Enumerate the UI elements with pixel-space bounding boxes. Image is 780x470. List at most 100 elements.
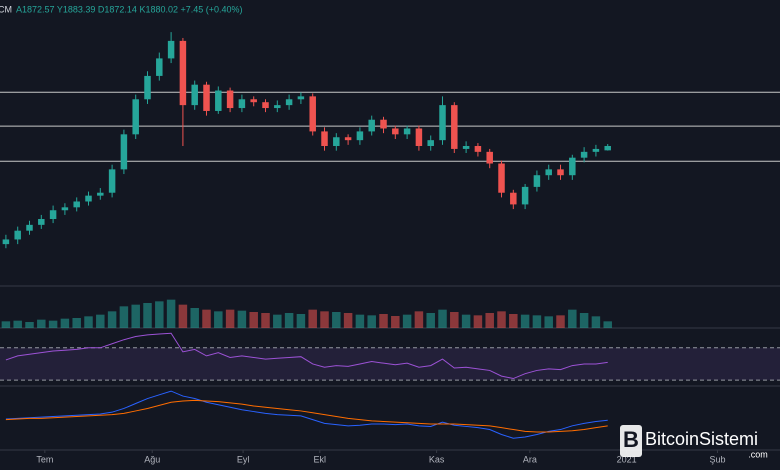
x-tick-label: Eyl: [237, 454, 250, 464]
candle-body: [274, 105, 281, 109]
candle-body: [144, 75, 151, 100]
candle-body: [462, 146, 470, 149]
volume-bar: [261, 313, 270, 328]
candle-body: [38, 219, 45, 225]
volume-bar: [461, 314, 471, 328]
x-tick-label: Tem: [36, 454, 53, 464]
volume-bar: [273, 314, 282, 328]
volume-bar: [532, 315, 542, 328]
volume-bar: [1, 321, 11, 328]
candle-body: [321, 131, 328, 147]
volume-bar: [379, 314, 388, 328]
volume-bar: [143, 303, 152, 328]
volume-bar: [438, 309, 447, 328]
candle-body: [403, 128, 411, 135]
watermark-sub: .com: [748, 449, 768, 459]
volume-bar: [473, 315, 483, 328]
volume-bar: [367, 315, 376, 328]
volume-bar: [414, 311, 424, 328]
candle-body: [191, 84, 198, 106]
volume-bar: [402, 314, 412, 328]
x-tick-label: Ekl: [314, 454, 327, 464]
volume-bar: [426, 313, 435, 328]
candle-body: [215, 90, 222, 111]
volume-bar: [72, 318, 81, 328]
candle-body: [510, 192, 517, 205]
watermark-icon-glyph: B: [623, 427, 639, 452]
candle-body: [2, 239, 10, 245]
candle-body: [392, 128, 399, 135]
candle-body: [238, 99, 246, 109]
volume-bar: [320, 311, 329, 328]
candle-body: [580, 151, 588, 158]
volume-bar: [178, 304, 188, 328]
x-tick-label: 2021: [617, 454, 637, 464]
candle-body: [108, 169, 116, 193]
volume-bar: [48, 320, 58, 328]
volume-bar: [214, 311, 223, 328]
macd-line: [5, 390, 608, 439]
symbol: CM: [0, 4, 12, 14]
candle-body: [262, 102, 269, 109]
volume-bar: [60, 318, 70, 328]
candle-body: [592, 148, 600, 152]
volume-bar: [556, 315, 565, 328]
candle-body: [26, 224, 33, 231]
candle-body: [97, 192, 104, 196]
x-tick-label: Ara: [523, 454, 537, 464]
volume-bar: [450, 312, 459, 328]
candle-body: [297, 96, 305, 100]
candle-body: [415, 128, 423, 147]
volume-bar: [119, 306, 129, 328]
candle-body: [285, 99, 293, 106]
candle-body: [179, 40, 187, 106]
candle-body: [14, 230, 21, 240]
volume-bar: [225, 309, 235, 328]
volume-bar: [249, 312, 258, 328]
candle-body: [533, 175, 541, 187]
candle-body: [521, 186, 529, 205]
candle-body: [439, 105, 446, 141]
volume-bar: [107, 311, 117, 328]
candle-body: [250, 99, 257, 103]
volume-bar: [131, 304, 140, 328]
candle-body: [309, 96, 316, 132]
candle-body: [49, 210, 57, 220]
candle-body: [557, 169, 564, 176]
volume-bar: [37, 319, 46, 328]
watermark: B BitcoinSistemi .com: [620, 425, 768, 459]
watermark-icon: [620, 425, 642, 457]
volume-bar: [155, 301, 164, 328]
candle-body: [333, 137, 340, 147]
volume-bar: [355, 314, 365, 328]
candle-body: [344, 137, 352, 141]
volume-bar: [497, 311, 506, 328]
volume-bar: [485, 313, 494, 328]
volume-bar: [25, 322, 34, 328]
candle-body: [356, 131, 364, 141]
volume-bar: [520, 314, 530, 328]
candle-body: [132, 99, 139, 135]
volume-bar: [308, 309, 317, 328]
volume-bar: [284, 313, 294, 328]
candle-body: [545, 169, 552, 176]
watermark-text: BitcoinSistemi: [645, 429, 758, 449]
candle-body: [486, 151, 493, 164]
candle-body: [380, 119, 387, 129]
candle-body: [167, 40, 175, 59]
volume-bar: [391, 316, 400, 328]
volume-bar: [568, 309, 577, 328]
ohlc-header: A1872.57 Y1883.39 D1872.14 K1880.02 +7.4…: [16, 4, 243, 14]
candle-body: [474, 146, 482, 152]
volume-bar: [296, 314, 306, 328]
x-tick-label: Ağu: [144, 454, 160, 464]
candle-body: [73, 201, 80, 208]
volume-bar: [166, 299, 176, 328]
volume-bar: [202, 309, 211, 328]
volume-bar: [84, 316, 93, 328]
volume-bar: [591, 316, 601, 328]
volume-bar: [579, 313, 589, 328]
